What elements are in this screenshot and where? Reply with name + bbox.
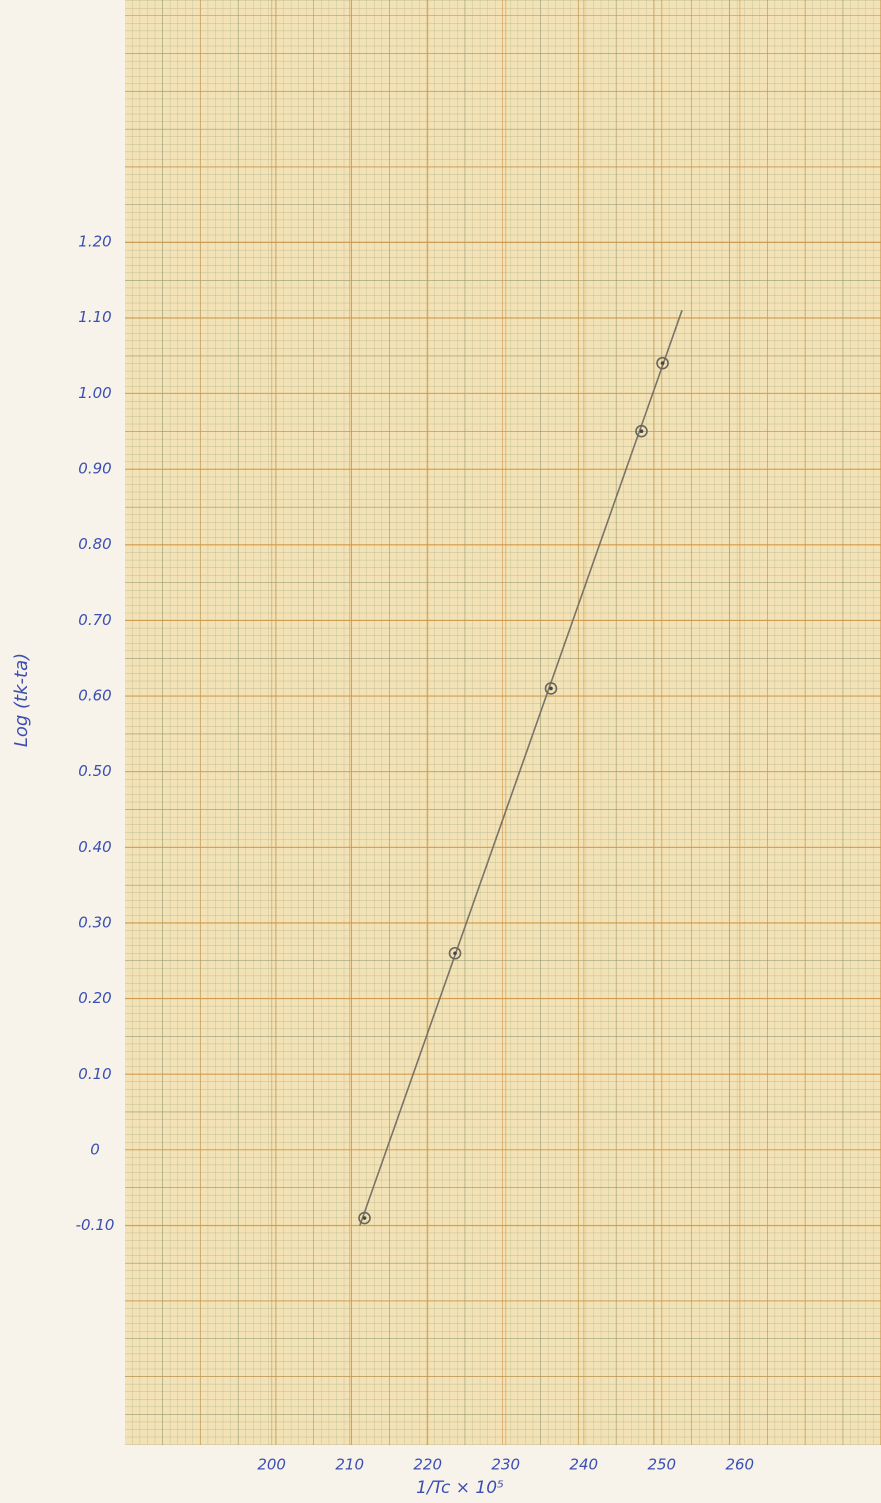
y-tick-label: 0 [90, 1140, 100, 1158]
x-tick-label: 210 [335, 1456, 364, 1474]
y-axis-label: Log (tk-ta) [11, 653, 32, 747]
paper-major-grid [125, 0, 881, 1445]
data-point-center [363, 1216, 367, 1220]
y-tick-label: 0.80 [78, 535, 111, 553]
y-tick-label: 0.90 [78, 460, 111, 478]
y-tick-label: 0.50 [78, 762, 111, 780]
x-tick-label: 260 [725, 1456, 754, 1474]
x-tick-label: 200 [257, 1456, 286, 1474]
data-point-center [453, 951, 457, 955]
y-tick-label: 0.10 [78, 1065, 111, 1083]
data-point-center [640, 429, 644, 433]
x-tick-label: 220 [413, 1456, 442, 1474]
x-tick-label: 240 [569, 1456, 598, 1474]
data-point-center [661, 361, 665, 365]
y-tick-label: 0.30 [78, 913, 111, 931]
x-tick-label: 250 [647, 1456, 676, 1474]
y-tick-label: 1.20 [78, 233, 111, 251]
y-tick-label: 1.10 [78, 308, 111, 326]
page: {"chart_data": {"type": "scatter", "x_la… [0, 0, 881, 1503]
x-axis-label: 1/Tc × 10⁵ [416, 1478, 504, 1498]
y-tick-label: 1.00 [78, 384, 111, 402]
y-tick-label: 0.60 [78, 687, 111, 705]
y-tick-label: 0.70 [78, 611, 111, 629]
data-point-center [549, 687, 553, 691]
chart: Log (tk-ta) 1/Tc × 10⁵ 1.20 1.10 1.00 0.90 0… [0, 0, 881, 1503]
x-tick-label: 230 [491, 1456, 520, 1474]
y-tick-label: 0.40 [78, 838, 111, 856]
y-tick-label: -0.10 [76, 1216, 115, 1234]
y-tick-label: 0.20 [78, 989, 111, 1007]
